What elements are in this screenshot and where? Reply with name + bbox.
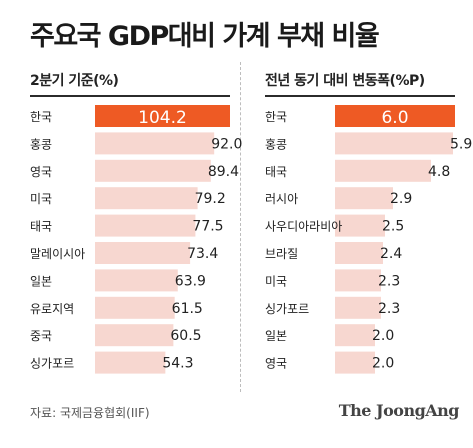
left-bar-5 (95, 242, 191, 264)
left-bar-9 (95, 351, 166, 374)
left-category-label-1: 홍콩 (30, 137, 52, 151)
right-bar-7 (335, 296, 381, 319)
right-category-label-3: 러시아 (265, 192, 298, 206)
right-value-label-5: 2.4 (380, 246, 402, 262)
brand-logo: The JoongAng (338, 401, 460, 420)
left-category-label-3: 미국 (30, 192, 52, 206)
left-bar-7 (95, 296, 175, 319)
right-bar-2 (335, 159, 431, 182)
panel-divider (240, 62, 241, 392)
left-value-label-8: 60.5 (170, 328, 201, 344)
right-bar-6 (335, 269, 381, 292)
left-category-label-2: 영국 (30, 165, 52, 179)
left-bar-8 (95, 324, 174, 347)
right-category-label-2: 태국 (265, 165, 287, 179)
left-category-label-5: 말레이시아 (30, 247, 85, 261)
right-bar-9 (335, 351, 375, 374)
right-category-label-0: 한국 (265, 110, 287, 124)
left-value-label-0: 104.2 (138, 108, 187, 128)
right-value-label-8: 2.0 (372, 328, 394, 344)
left-panel-subtitle: 2분기 기준(%) (30, 73, 119, 89)
left-value-label-4: 77.5 (192, 219, 223, 235)
right-value-label-1: 5.9 (450, 136, 472, 152)
right-category-label-8: 일본 (265, 329, 287, 343)
right-bar-5 (335, 242, 383, 264)
right-panel-subtitle: 전년 동기 대비 변동폭(%P) (265, 73, 425, 89)
left-category-label-0: 한국 (30, 110, 52, 124)
right-value-label-4: 2.5 (382, 219, 404, 235)
right-category-label-9: 영국 (265, 357, 287, 371)
right-category-label-6: 미국 (265, 274, 287, 288)
left-panel-rule (30, 95, 230, 97)
right-bar-3 (335, 187, 393, 210)
right-bar-4 (335, 214, 385, 237)
left-value-label-7: 61.5 (172, 301, 203, 317)
left-value-label-3: 79.2 (195, 191, 226, 207)
left-category-label-4: 태국 (30, 220, 52, 234)
left-category-label-6: 일본 (30, 274, 52, 288)
left-bar-1 (95, 132, 215, 155)
right-value-label-7: 2.3 (378, 301, 400, 317)
left-category-label-9: 싱가포르 (30, 357, 74, 371)
left-bar-3 (95, 187, 198, 210)
left-bar-4 (95, 214, 196, 237)
right-value-label-6: 2.3 (378, 273, 400, 289)
right-bar-0 (335, 105, 455, 127)
right-category-label-5: 브라질 (265, 247, 298, 261)
left-value-label-6: 63.9 (175, 273, 206, 289)
source-note: 자료: 국제금융협회(IIF) (30, 406, 150, 420)
left-value-label-5: 73.4 (187, 246, 218, 262)
right-category-label-1: 홍콩 (265, 137, 287, 151)
right-bar-8 (335, 324, 375, 347)
left-category-label-8: 중국 (30, 329, 52, 343)
left-value-label-9: 54.3 (162, 356, 193, 372)
right-value-label-0: 6.0 (381, 108, 408, 128)
right-bar-1 (335, 132, 453, 155)
right-value-label-9: 2.0 (372, 356, 394, 372)
right-category-label-4: 사우디아라비아 (265, 220, 342, 234)
right-value-label-2: 4.8 (428, 164, 450, 180)
left-value-label-2: 89.4 (208, 164, 239, 180)
left-value-label-1: 92.0 (211, 136, 242, 152)
chart-title: 주요국 GDP대비 가계 부채 비율 (30, 21, 380, 52)
left-bar-6 (95, 269, 178, 292)
right-category-label-7: 싱가포르 (265, 302, 309, 316)
left-bar-2 (95, 159, 211, 182)
right-value-label-3: 2.9 (390, 191, 412, 207)
left-bar-0 (95, 105, 230, 127)
left-category-label-7: 유로지역 (30, 302, 74, 316)
right-panel-rule (265, 95, 455, 97)
